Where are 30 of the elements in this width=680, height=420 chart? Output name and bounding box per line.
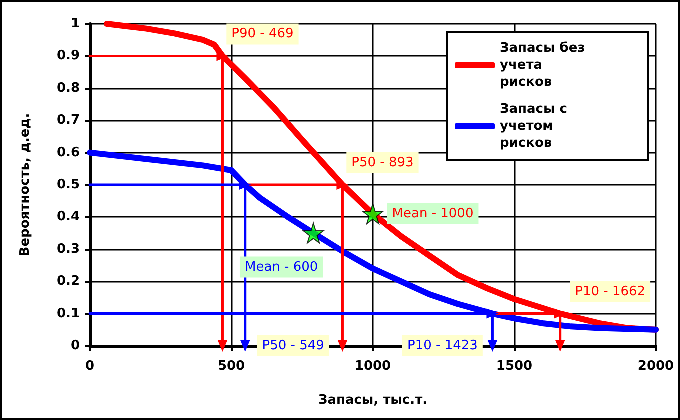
annotation: P10 - 1662 — [575, 284, 646, 300]
annotation: P10 - 1423 — [408, 338, 478, 354]
y-tick-label: 0.5 — [56, 178, 80, 192]
x-tick-label: 500 — [218, 359, 246, 374]
y-tick-label: 0.9 — [56, 48, 80, 64]
point — [303, 222, 324, 244]
annotation: P50 - 893 — [352, 156, 414, 170]
y-tick-label: 0.1 — [56, 306, 80, 322]
point — [216, 51, 229, 62]
x-tick-label: 0 — [85, 359, 95, 374]
legend-label: Запасы с учетом рисков — [500, 102, 572, 151]
annotation: P90 - 469 — [232, 26, 294, 42]
point — [362, 203, 384, 224]
y-tick-label: 0.6 — [56, 145, 80, 160]
x-tick-label: 1000 — [354, 359, 392, 374]
y-tick-label: 0.2 — [56, 274, 80, 290]
y-tick-label: 0.7 — [56, 113, 80, 128]
y-tick-label: 1 — [70, 16, 80, 32]
annotation: P50 - 549 — [262, 338, 324, 354]
y-tick-label: 0.8 — [56, 80, 80, 96]
y-axis-title: Вероятность, д.ед. — [18, 113, 33, 257]
y-tick-label: 0 — [70, 338, 80, 354]
x-tick-label: 2000 — [638, 359, 674, 374]
x-axis-title: Запасы, тыс.т. — [318, 393, 428, 408]
x-tick-label: 1500 — [496, 359, 533, 374]
y-tick-label: 0.4 — [56, 210, 80, 225]
annotation: Mean - 1000 — [392, 206, 474, 222]
y-tick-label: 0.3 — [56, 242, 80, 257]
annotation: Mean - 600 — [244, 260, 318, 275]
legend-label: Запасы без учета рисков — [500, 41, 590, 90]
